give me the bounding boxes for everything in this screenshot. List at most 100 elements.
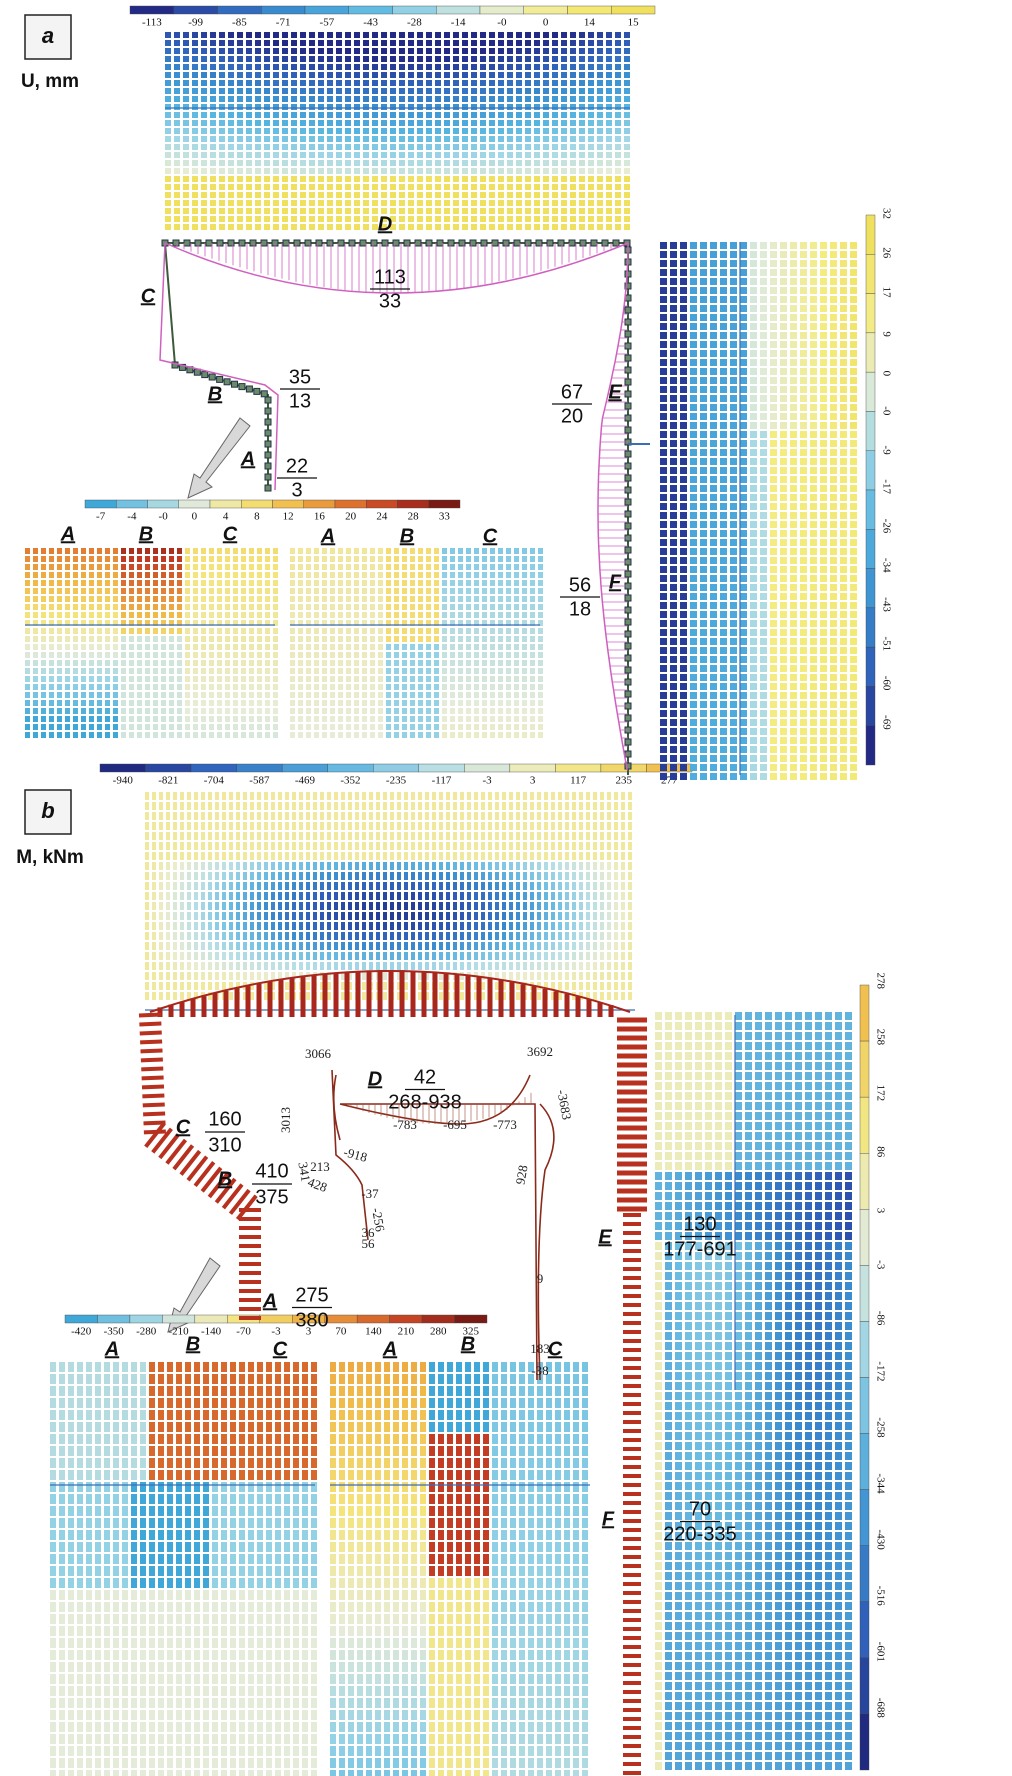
field-cell — [249, 612, 254, 618]
field-cell — [482, 556, 487, 562]
field-cell — [57, 668, 62, 674]
field-cell — [820, 269, 827, 276]
field-cell — [180, 862, 184, 870]
field-cell — [507, 136, 513, 142]
field-cell — [81, 644, 86, 650]
field-cell — [670, 323, 677, 330]
field-cell — [597, 152, 603, 158]
field-cell — [730, 728, 737, 735]
field-cell — [250, 962, 254, 970]
field-cell — [397, 892, 401, 900]
field-cell — [588, 64, 594, 70]
field-cell — [57, 732, 62, 738]
field-cell — [700, 494, 707, 501]
field-cell — [378, 692, 383, 698]
field-cell — [193, 564, 198, 570]
field-cell — [346, 580, 351, 586]
field-cell — [840, 359, 847, 366]
field-cell — [185, 588, 190, 594]
field-cell — [530, 596, 535, 602]
field-cell — [185, 636, 190, 642]
field-cell — [680, 764, 687, 771]
field-cell — [730, 503, 737, 510]
field-cell — [362, 832, 366, 840]
field-cell — [680, 656, 687, 663]
field-cell — [570, 152, 576, 158]
field-cell — [89, 572, 94, 578]
colorbar-label: 16 — [314, 511, 326, 523]
field-cell — [462, 192, 468, 198]
field-cell — [850, 440, 857, 447]
field-cell — [159, 842, 163, 850]
field-cell — [770, 710, 777, 717]
field-cell — [25, 724, 30, 730]
field-cell — [489, 136, 495, 142]
field-cell — [770, 251, 777, 258]
field-cell — [300, 96, 306, 102]
field-cell — [306, 832, 310, 840]
field-cell — [435, 168, 441, 174]
field-cell — [690, 494, 697, 501]
field-cell — [720, 260, 727, 267]
field-cell — [490, 652, 495, 658]
field-cell — [372, 168, 378, 174]
field-cell — [850, 368, 857, 375]
field-cell — [402, 564, 407, 570]
field-cell — [624, 48, 630, 54]
colorbar-label: 258 — [874, 1029, 886, 1046]
field-cell — [489, 192, 495, 198]
field-cell — [73, 572, 78, 578]
field-cell — [426, 588, 431, 594]
field-cell — [543, 104, 549, 110]
field-cell — [201, 72, 207, 78]
field-cell — [341, 822, 345, 830]
field-cell — [525, 200, 531, 206]
field-cell — [237, 56, 243, 62]
field-cell — [177, 612, 182, 618]
field-cell — [65, 572, 70, 578]
field-cell — [730, 530, 737, 537]
field-cell — [209, 588, 214, 594]
field-cell — [362, 812, 366, 820]
field-cell — [850, 764, 857, 771]
field-cell — [399, 208, 405, 214]
field-cell — [152, 942, 156, 950]
field-cell — [730, 521, 737, 528]
field-cell — [264, 952, 268, 960]
field-cell — [670, 746, 677, 753]
field-cell — [482, 684, 487, 690]
field-cell — [750, 278, 757, 285]
field-cell — [233, 684, 238, 690]
field-cell — [159, 962, 163, 970]
field-cell — [282, 32, 288, 38]
field-cell — [137, 548, 142, 554]
field-cell — [624, 216, 630, 222]
field-cell — [271, 952, 275, 960]
field-cell — [249, 732, 254, 738]
field-cell — [73, 636, 78, 642]
field-cell — [336, 64, 342, 70]
field-cell — [522, 580, 527, 586]
field-cell — [514, 636, 519, 642]
field-cell — [516, 56, 522, 62]
field-cell — [670, 557, 677, 564]
field-cell — [300, 168, 306, 174]
field-cell — [700, 404, 707, 411]
field-cell — [169, 652, 174, 658]
field-cell — [444, 80, 450, 86]
field-cell — [514, 668, 519, 674]
field-cell — [264, 200, 270, 206]
field-cell — [760, 503, 767, 510]
field-cell — [435, 136, 441, 142]
field-cell — [381, 184, 387, 190]
field-cell — [680, 602, 687, 609]
field-cell — [257, 732, 262, 738]
field-cell — [800, 440, 807, 447]
colorbar-swatch — [130, 6, 174, 14]
field-cell — [435, 128, 441, 134]
field-cell — [790, 314, 797, 321]
field-cell — [257, 580, 262, 586]
field-cell — [402, 668, 407, 674]
field-cell — [394, 692, 399, 698]
field-cell — [192, 64, 198, 70]
